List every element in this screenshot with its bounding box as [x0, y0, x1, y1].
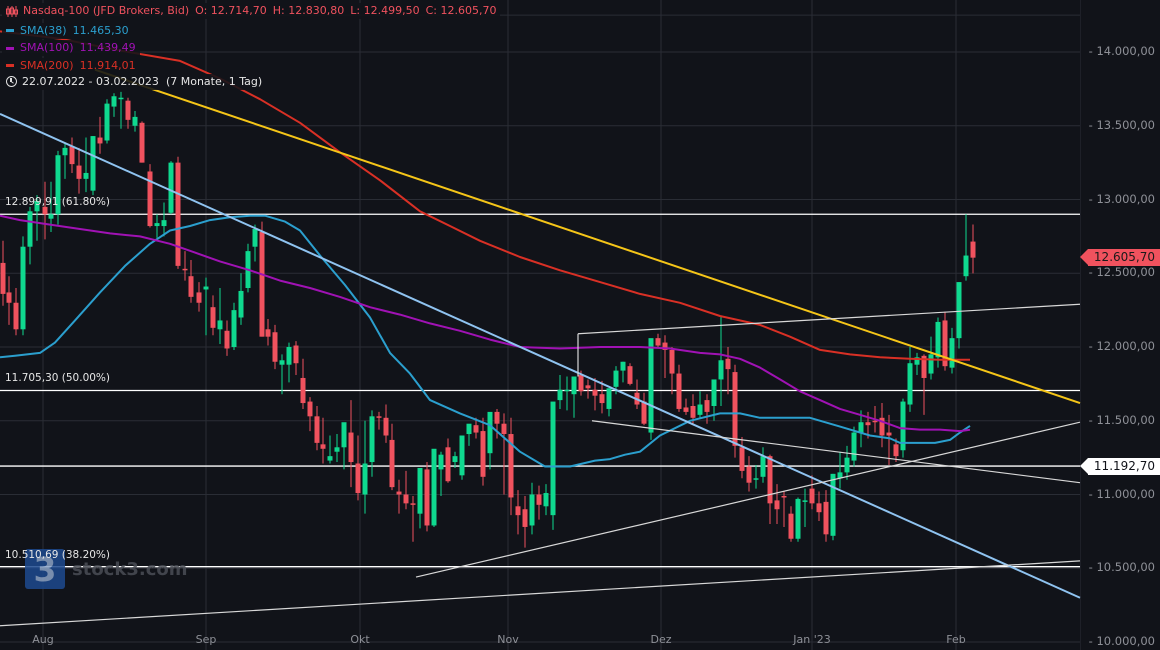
high-label: H: — [272, 4, 285, 18]
date-range-duration: (7 Monate, 1 Tag) — [165, 74, 263, 88]
price-axis-tick: - 14.000,00 — [1088, 44, 1155, 58]
sma100-swatch-icon — [6, 46, 14, 50]
time-axis-tick: Aug — [32, 633, 54, 646]
price-axis-tick: - 13.500,00 — [1088, 117, 1155, 132]
close-value: 12.605,70 — [440, 4, 497, 18]
stock3-logo-icon — [25, 549, 65, 589]
high-value: 12.830,80 — [288, 4, 345, 18]
sma38-value: 11.465,30 — [72, 23, 129, 37]
instrument-row[interactable]: Nasdaq-100 (JFD Brokers, Bid) O: 12.714,… — [2, 3, 501, 19]
trendlines — [0, 68, 1081, 627]
open-value: 12.714,70 — [210, 4, 267, 18]
price-axis-tick: - 12.000,00 — [1088, 339, 1155, 353]
sma200-swatch-icon — [6, 64, 14, 67]
sma38-swatch-icon — [6, 29, 14, 32]
price-axis-tick: - 11.000,00 — [1088, 486, 1155, 501]
clock-icon — [6, 76, 17, 87]
price-axis-tick: - 11.500,00 — [1088, 412, 1155, 427]
time-axis-tick: Jan '23 — [793, 633, 831, 646]
fib-label-50: 11.705,30 (50.00%) — [5, 372, 111, 384]
price-axis-tick: - 10.000,00 — [1088, 634, 1155, 648]
time-axis-tick: Feb — [946, 633, 966, 646]
fib-label-38-2: 10.510,69 (38.20%) — [5, 549, 111, 561]
last-price-tag: 12.605,70 — [1079, 249, 1160, 267]
sma100-value: 11.439,49 — [79, 41, 136, 55]
date-range: 22.07.2022 - 03.02.2023 — [22, 74, 159, 88]
time-axis-tick: Nov — [497, 633, 519, 646]
watermark-text: stock3.com — [72, 558, 188, 580]
price-axis-tick: - 13.000,00 — [1088, 191, 1155, 206]
candlesticks — [0, 91, 976, 548]
time-axis-tick: Okt — [350, 633, 370, 646]
level-price-tag: 11.192,70 — [1079, 457, 1160, 475]
chart-legend: Nasdaq-100 (JFD Brokers, Bid) O: 12.714,… — [2, 3, 501, 92]
close-label: C: — [425, 4, 437, 18]
sma100-label: SMA(100) — [20, 41, 74, 55]
sma100-row[interactable]: SMA(100) 11.439,49 — [2, 40, 140, 56]
sma38-label: SMA(38) — [20, 23, 67, 37]
instrument-name: Nasdaq-100 (JFD Brokers, Bid) — [23, 4, 190, 18]
low-value: 12.499,50 — [363, 4, 420, 18]
open-label: O: — [195, 4, 208, 18]
date-range-row: 22.07.2022 - 03.02.2023 (7 Monate, 1 Tag… — [2, 73, 267, 90]
fib-label-61-8: 12.899,91 (61.80%) — [5, 196, 111, 208]
price-axis-tick: - 12.500,00 — [1088, 265, 1155, 280]
sma38-row[interactable]: SMA(38) 11.465,30 — [2, 22, 133, 39]
price-axis-tick: - 10.500,00 — [1088, 560, 1155, 575]
sma200-label: SMA(200) — [20, 58, 74, 72]
low-label: L: — [350, 4, 361, 18]
sma200-value: 11.914,01 — [79, 58, 136, 72]
watermark: stock3.com — [25, 549, 187, 589]
sma200-row[interactable]: SMA(200) 11.914,01 — [2, 57, 140, 74]
candlestick-icon — [6, 5, 18, 17]
time-axis-tick: Sep — [195, 633, 217, 646]
time-axis-tick: Dez — [650, 633, 672, 646]
